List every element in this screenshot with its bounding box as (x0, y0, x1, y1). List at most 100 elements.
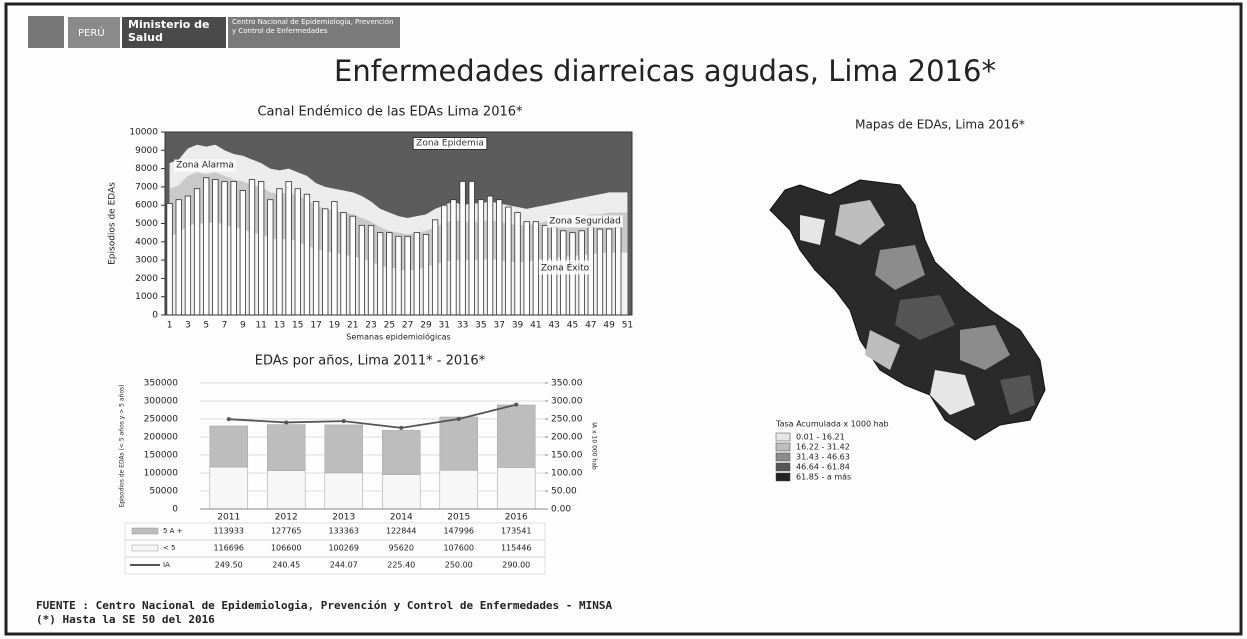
bar (248, 179, 256, 316)
legend-label: 5 A + (163, 527, 183, 535)
y-axis-label: Episodios de EDAs (108, 182, 118, 265)
y-tick-label: 9000 (135, 146, 158, 156)
x-tick-label: 33 (457, 321, 468, 331)
bar (276, 188, 283, 316)
x-tick-label: 29 (420, 321, 432, 331)
x-tick-label: 7 (222, 321, 228, 331)
line-marker (341, 419, 346, 424)
map-legend-swatch (775, 432, 791, 442)
bar (230, 181, 237, 316)
x-tick-label: 21 (347, 321, 358, 331)
bar (239, 190, 246, 316)
table-cell: 249.50 (215, 561, 243, 570)
bar (596, 228, 604, 316)
table-row (124, 556, 546, 575)
y-tick-label: 350000 (144, 379, 179, 389)
bar (203, 177, 210, 316)
table-cell: 122844 (386, 527, 417, 536)
map-legend-label: 0.01 - 16.21 (796, 433, 845, 442)
x-tick-label: 45 (567, 321, 578, 331)
table-cell: 113933 (213, 527, 244, 536)
map-legend-swatch (775, 472, 791, 482)
line-marker (456, 417, 461, 421)
bar (450, 199, 457, 316)
slide-frame (4, 2, 1243, 636)
x-tick-label: 47 (585, 321, 596, 331)
zone-label-box (174, 159, 236, 172)
chart-title: Canal Endémico de las EDAs Lima 2016* (257, 105, 523, 120)
line-marker (284, 420, 289, 425)
x-tick-label: 2012 (275, 513, 298, 523)
bar (459, 181, 466, 316)
bar (267, 199, 274, 316)
x-tick-label: 17 (310, 321, 321, 331)
x-tick-label: 11 (255, 321, 266, 331)
x-tick-label: 15 (292, 321, 303, 331)
bar-segment (324, 472, 364, 510)
bar (422, 234, 430, 316)
bar (468, 181, 475, 316)
map-district (800, 215, 825, 245)
y-tick-label: 6000 (135, 201, 158, 211)
line-marker (514, 402, 519, 407)
y-tick-label: 7000 (135, 182, 158, 192)
bar (331, 201, 338, 316)
map-district (1000, 375, 1035, 415)
bar (477, 199, 485, 316)
bar (322, 208, 329, 316)
y2-tick-label: 150.00 (551, 451, 583, 461)
x-tick-label: 2011 (217, 513, 240, 523)
bar (166, 202, 173, 316)
y-tick-label: 5000 (135, 219, 158, 229)
legend-key (131, 544, 159, 552)
x-tick-label: 41 (530, 321, 541, 331)
x-tick-label: 27 (402, 321, 413, 331)
map-title: Mapas de EDAs, Lima 2016* (855, 118, 1025, 132)
map-district (895, 295, 955, 340)
x-tick-label: 37 (493, 321, 504, 331)
y-tick-label: 200000 (144, 433, 179, 443)
map (769, 179, 1046, 441)
x-tick-label: 2014 (390, 513, 413, 523)
table-cell: 116696 (213, 544, 244, 553)
bar-segment (496, 467, 536, 510)
header-center: Centro Nacional de Epidemiología, Preven… (232, 18, 394, 35)
legend-label: < 5 (163, 544, 176, 552)
x-tick-label: 5 (203, 321, 209, 331)
bar (377, 232, 384, 316)
bar-segment (381, 430, 421, 475)
bar-segment (381, 474, 421, 510)
bar (514, 212, 521, 316)
x-tick-label: 3 (185, 321, 191, 331)
table-cell: 107600 (443, 544, 474, 553)
annotation: Zona Epidemia (416, 139, 484, 149)
y2-tick-label: 250.00 (551, 415, 583, 425)
slide-title: Enfermedades diarreicas agudas, Lima 201… (334, 54, 996, 88)
bar (312, 201, 320, 316)
map-legend-label: 46.64 - 61.84 (796, 463, 850, 472)
y-axis-label: Episodios de EDAs (< 5 años y > 5 años) (119, 384, 126, 507)
map-legend-swatch (775, 452, 791, 462)
bar (340, 212, 347, 316)
x-tick-label: 25 (384, 321, 395, 331)
map-district (960, 325, 1010, 370)
bar (294, 188, 301, 316)
bar (212, 179, 219, 316)
map-district (930, 370, 975, 415)
map-legend-swatch (775, 462, 791, 472)
x-axis-label: Semanas epidemiológicas (346, 332, 450, 342)
bar-segment (439, 416, 479, 471)
header-box (68, 17, 120, 48)
x-tick-label: 2013 (332, 513, 355, 523)
y2-tick-label: 350.00 (551, 379, 583, 389)
y-tick-label: 50000 (149, 487, 178, 497)
bar-segment (496, 404, 536, 468)
table-cell: 250.00 (445, 561, 473, 570)
table-cell: 147996 (443, 527, 474, 536)
bar (184, 195, 192, 316)
bar (395, 235, 402, 316)
zone-area (169, 221, 628, 315)
bar (367, 224, 375, 316)
table-cell: 240.45 (272, 561, 300, 570)
